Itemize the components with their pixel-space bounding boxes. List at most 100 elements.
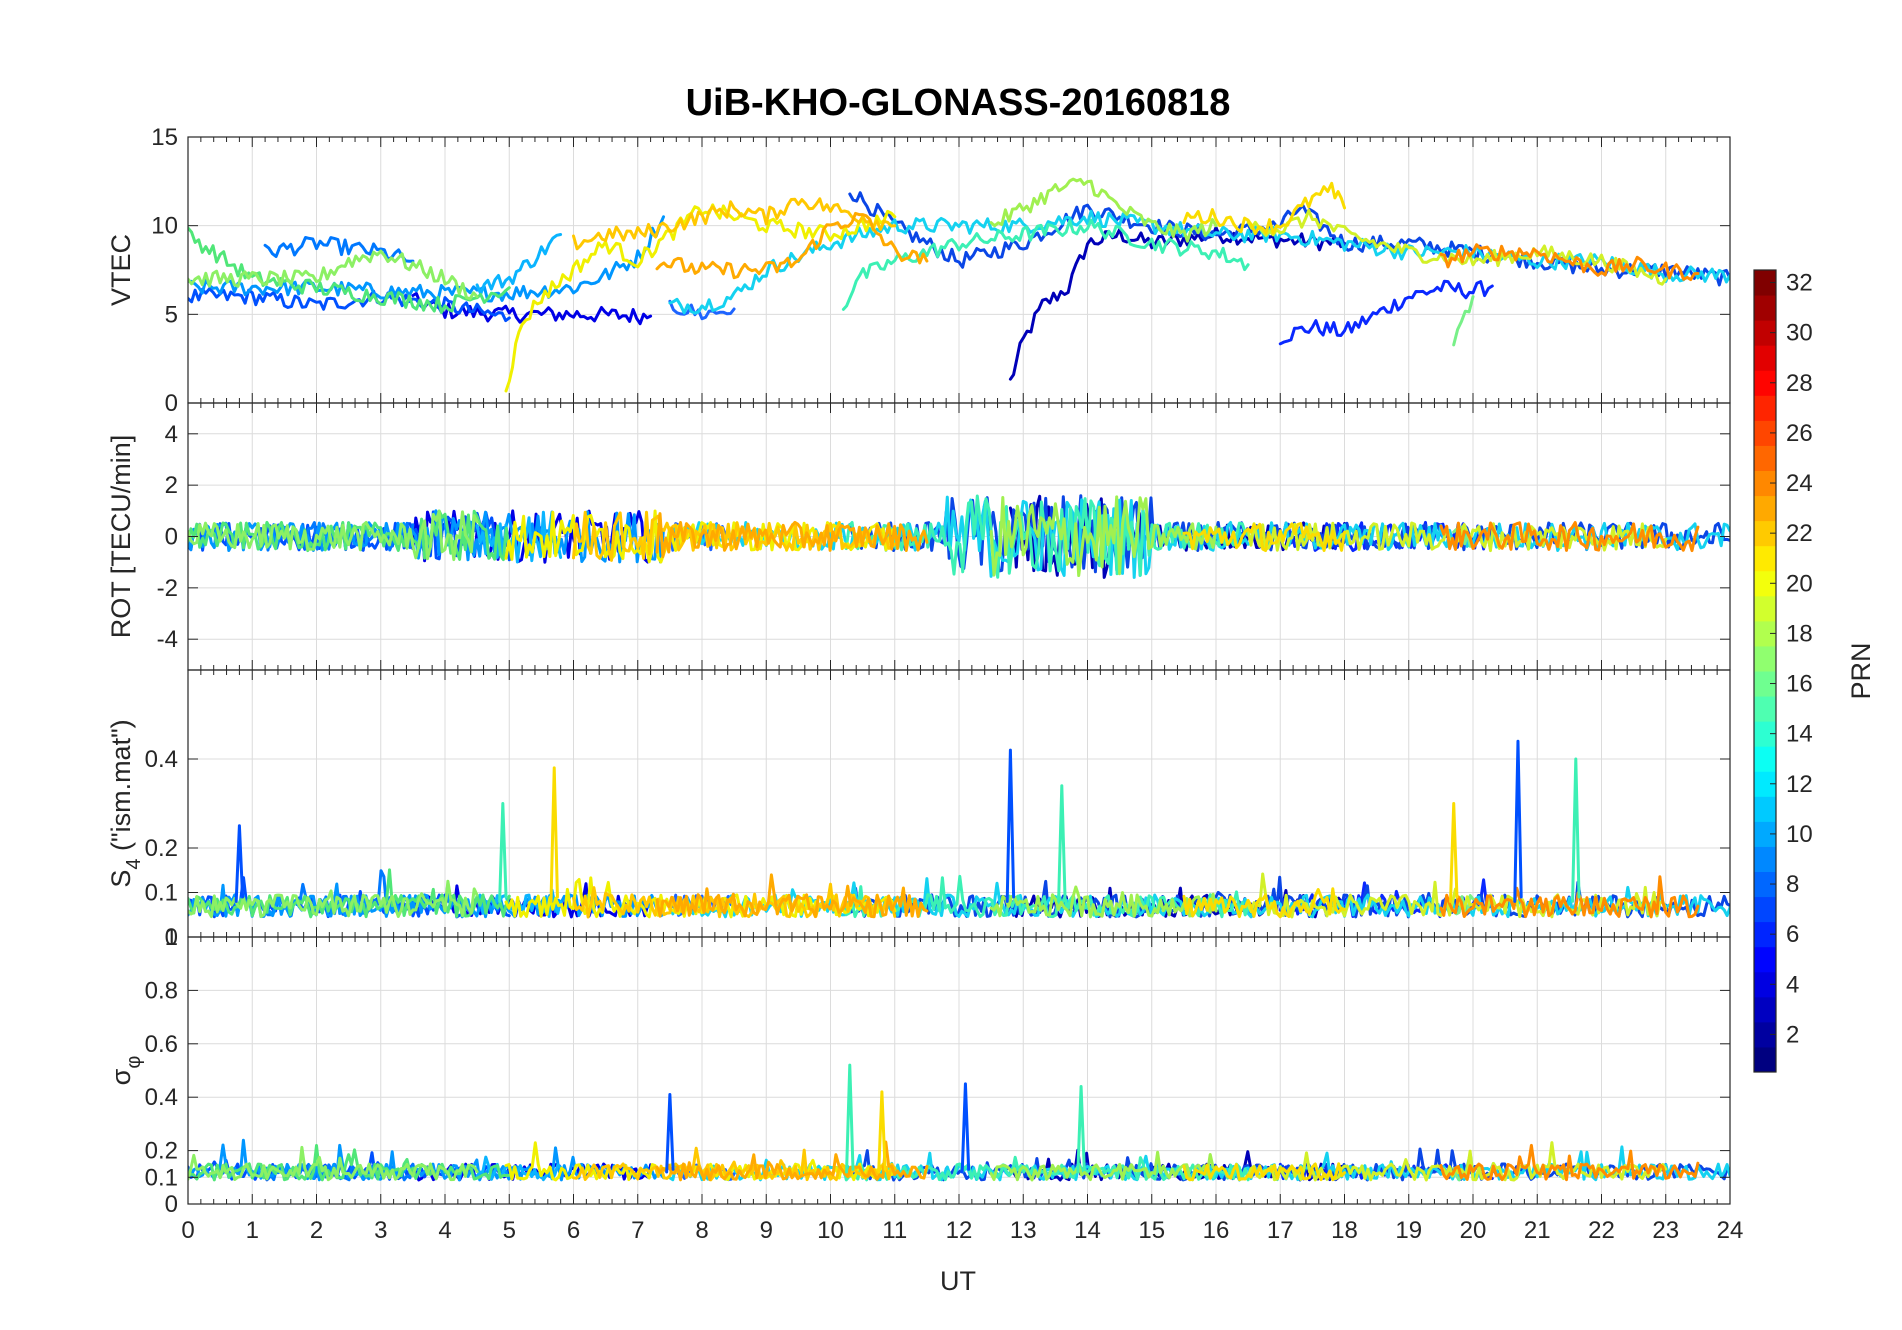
x-tick-label: 20 — [1460, 1217, 1487, 1244]
trace-rot-prn-18 — [989, 495, 1218, 577]
colorbar-segment — [1754, 721, 1776, 747]
trace-s4-prn-21 — [1182, 887, 1346, 919]
y-axis-label-sigma: σφ — [106, 1056, 145, 1086]
x-tick-label: 3 — [374, 1217, 387, 1244]
colorbar-segment — [1754, 445, 1776, 471]
traces-vtec — [188, 177, 1730, 393]
colorbar-tick-label: 28 — [1786, 370, 1813, 397]
colorbar-segment — [1754, 871, 1776, 898]
spike-s4 — [1005, 748, 1016, 903]
trace-rot-prn-17 — [188, 509, 479, 562]
colorbar-frame — [1753, 269, 1777, 1073]
colorbar-segment — [1754, 345, 1776, 371]
x-tick-label: 15 — [1138, 1217, 1165, 1244]
colorbar-tick-label: 6 — [1786, 921, 1799, 948]
y-axis-label-main: S — [106, 870, 136, 888]
spike-s4 — [1449, 802, 1459, 903]
spike-s4 — [549, 766, 559, 903]
trace-vtec-prn-18 — [989, 177, 1218, 243]
chart-title: UiB-KHO-GLONASS-20160818 — [686, 82, 1231, 124]
y-axis-label-main: ROT [TECU/min] — [106, 435, 136, 639]
y-tick-label: 4 — [165, 421, 178, 448]
colorbar-tick-label: 32 — [1786, 270, 1813, 297]
y-tick-label-extra: 1 — [165, 924, 178, 951]
colorbar-tick-label: 24 — [1786, 470, 1813, 497]
spike-s4 — [1057, 784, 1067, 903]
colorbar-segment — [1754, 696, 1776, 722]
colorbar-tick-label: 10 — [1786, 821, 1813, 848]
colorbar-tick-label: 12 — [1786, 771, 1813, 798]
x-tick-label: 24 — [1717, 1217, 1744, 1244]
y-axis-label-vtec: VTEC — [106, 234, 136, 306]
panel-vtec: 0 5 10 15 VTEC — [106, 124, 1731, 417]
x-tick-label: 16 — [1203, 1217, 1230, 1244]
colorbar-segment — [1754, 470, 1776, 497]
colorbar-segment — [1754, 495, 1776, 522]
x-tick-label: 1 — [246, 1217, 259, 1244]
y-axis-label-rot: ROT [TECU/min] — [106, 435, 136, 639]
x-tick-label: 18 — [1331, 1217, 1358, 1244]
trace-rot-prn-23 — [655, 512, 929, 559]
y-tick-label: -2 — [157, 575, 178, 602]
x-tick-label: 13 — [1010, 1217, 1037, 1244]
y-axis-label-main: VTEC — [106, 234, 136, 306]
y-axis-label-sub: φ — [123, 1056, 145, 1069]
trace-vtec-prn-17 — [188, 249, 479, 301]
y-tick-label: 0.2 — [145, 835, 178, 862]
y-axis-label-s4: S4 ("ism.mat") — [106, 719, 145, 887]
trace-vtec-prn-9 — [188, 215, 665, 303]
colorbar-segment — [1754, 1046, 1776, 1073]
traces-rot — [188, 494, 1730, 579]
colorbar-tick-label: 26 — [1786, 420, 1813, 447]
trace-sigma-prn-23 — [655, 1140, 929, 1182]
y-tick-label: 0 — [165, 1191, 178, 1218]
x-tick-label: 0 — [181, 1217, 194, 1244]
x-tick-label: 23 — [1652, 1217, 1679, 1244]
colorbar-tick-label: 20 — [1786, 570, 1813, 597]
trace-sigma-prn-17 — [188, 1145, 479, 1182]
colorbar-segment — [1754, 420, 1776, 446]
x-tick-label: 2 — [310, 1217, 323, 1244]
colorbar-segment — [1754, 771, 1776, 797]
x-tick-label: 9 — [760, 1217, 773, 1244]
colorbar-segment — [1754, 570, 1776, 597]
spike-s4 — [1571, 757, 1581, 903]
y-tick-label: 0 — [165, 524, 178, 551]
colorbar-segment — [1754, 946, 1776, 973]
y-tick-label: 0 — [165, 390, 178, 417]
x-tick-label: 19 — [1395, 1217, 1422, 1244]
trace-vtec-prn-15 — [1452, 295, 1475, 347]
traces-s4 — [188, 739, 1730, 919]
colorbar-tick-label: 16 — [1786, 671, 1813, 698]
trace-vtec-prn-5 — [188, 287, 511, 323]
x-tick-label: 17 — [1267, 1217, 1294, 1244]
trace-sigma-prn-21 — [1182, 1162, 1346, 1182]
x-tick-label: 11 — [882, 1217, 907, 1244]
spike-s4 — [1513, 739, 1523, 903]
x-tick-label: 22 — [1588, 1217, 1615, 1244]
trace-s4-prn-18 — [989, 885, 1218, 919]
trace-sigma-prn-22 — [572, 1146, 897, 1182]
colorbar-segment — [1754, 796, 1776, 822]
colorbar-segment — [1754, 520, 1776, 547]
trace-rot-prn-22 — [572, 510, 897, 562]
panel-s4: 0 0.1 0.2 0.4 1 S4 ("ism.mat") — [106, 669, 1731, 951]
y-tick-label: 0.1 — [145, 880, 178, 907]
trace-rot-prn-21 — [1182, 522, 1346, 552]
spike-sigma — [845, 1063, 855, 1174]
y-tick-label: 0.2 — [145, 1138, 178, 1165]
colorbar-segment — [1754, 395, 1776, 421]
y-tick-label: 0.8 — [145, 977, 178, 1004]
spike-sigma — [1076, 1085, 1086, 1174]
trace-vtec-prn-21 — [1182, 181, 1346, 236]
y-tick-label: 10 — [151, 213, 178, 240]
trace-vtec-prn-16 — [188, 226, 511, 314]
traces-sigma — [188, 1063, 1730, 1182]
y-tick-label: 0.4 — [145, 1084, 178, 1111]
colorbar-label: PRN — [1846, 642, 1876, 699]
trace-vtec-prn-8 — [263, 236, 415, 263]
y-tick-label: 0.4 — [145, 746, 178, 773]
